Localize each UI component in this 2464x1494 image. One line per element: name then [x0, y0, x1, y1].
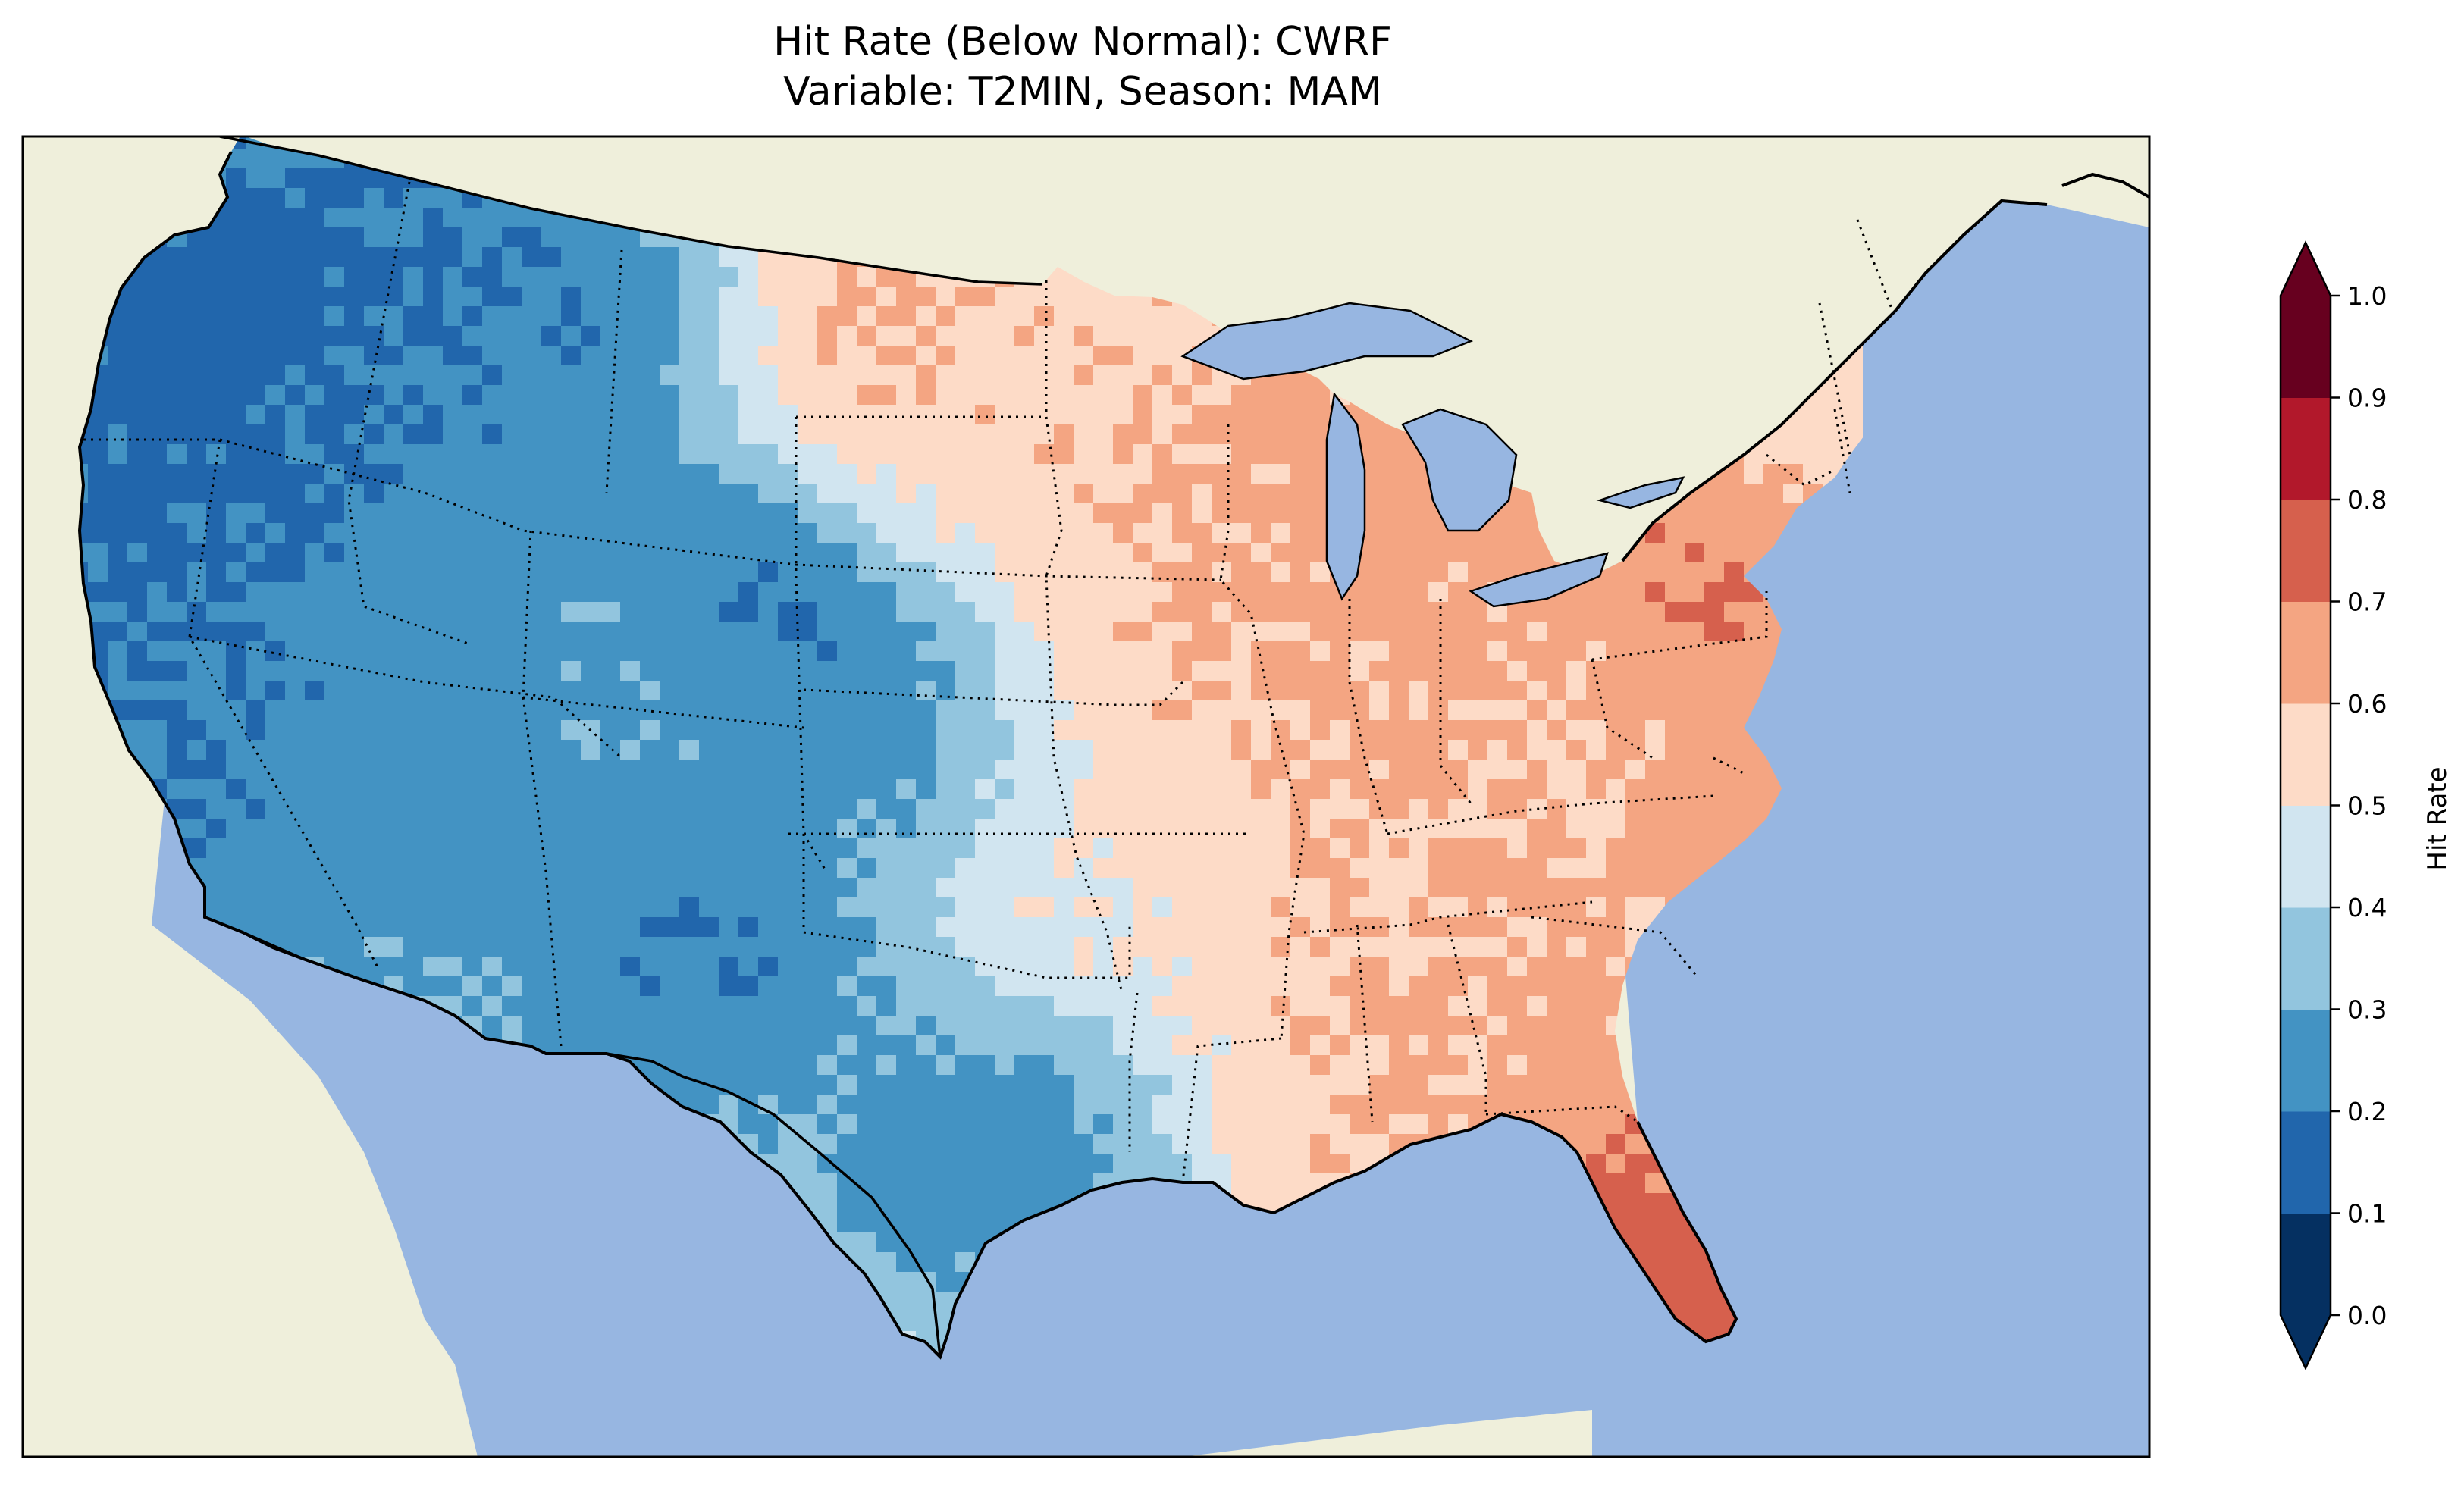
- colorbar-tick-label: 0.1: [2347, 1199, 2387, 1229]
- colorbar-extend-max: [2281, 243, 2331, 296]
- colorbar-segment: [2281, 1213, 2331, 1316]
- colorbar-tick-label: 0.2: [2347, 1097, 2387, 1126]
- colorbar-segment: [2281, 601, 2331, 704]
- great-lakes: [1180, 302, 1685, 608]
- colorbar-segment: [2281, 1111, 2331, 1214]
- colorbar-tick-label: 0.9: [2347, 384, 2387, 413]
- colorbar-segment: [2281, 500, 2331, 602]
- colorbar-tick-label: 0.6: [2347, 689, 2387, 719]
- colorbar-segment: [2281, 703, 2331, 806]
- colorbar-segment: [2281, 805, 2331, 908]
- colorbar-tick-label: 0.8: [2347, 485, 2387, 515]
- coastline: [77, 151, 2149, 1360]
- state-borders: [83, 181, 1897, 1183]
- title-line-1: Hit Rate (Below Normal): CWRF: [773, 19, 1392, 64]
- colorbar-tick-label: 0.0: [2347, 1301, 2387, 1330]
- title-line-2: Variable: T2MIN, Season: MAM: [783, 69, 1382, 114]
- colorbar-tick-label: 0.3: [2347, 995, 2387, 1025]
- colorbar-tick-label: 1.0: [2347, 281, 2387, 311]
- colorbar-segment: [2281, 296, 2331, 398]
- colorbar-extend-min: [2281, 1315, 2331, 1368]
- colorbar-tick-label: 0.4: [2347, 893, 2387, 922]
- colorbar-segment: [2281, 397, 2331, 500]
- colorbar-segment: [2281, 907, 2331, 1010]
- colorbar-tick-label: 0.5: [2347, 791, 2387, 821]
- colorbar-segment: [2281, 1009, 2331, 1112]
- map-title: Hit Rate (Below Normal): CWRF Variable: …: [0, 17, 2165, 117]
- colorbar-tick-label: 0.7: [2347, 587, 2387, 617]
- map-frame: [21, 135, 2151, 1458]
- country-border: [204, 136, 1043, 1358]
- colorbar-label: Hit Rate: [2422, 766, 2453, 870]
